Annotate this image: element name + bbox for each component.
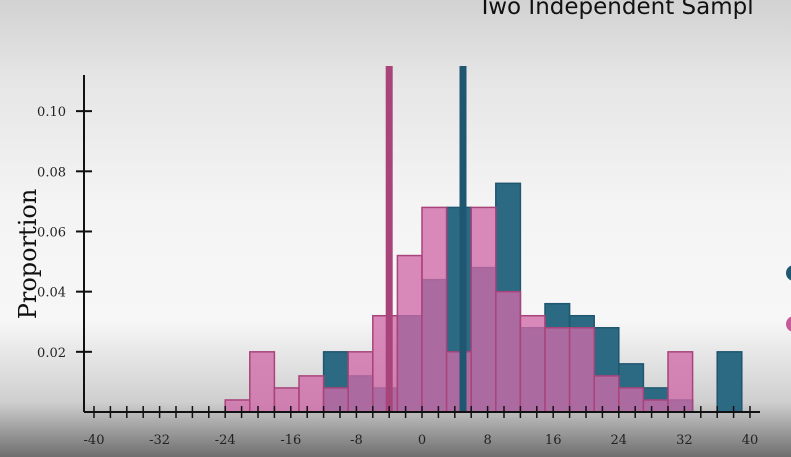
bar-1-5 <box>347 351 374 413</box>
bar-1-2 <box>273 387 300 413</box>
mean-line-0 <box>459 66 467 412</box>
y-tick-label-1: 0.04 <box>37 286 66 301</box>
legend-marker-pink <box>786 316 791 332</box>
y-tick-label-0: 0.02 <box>37 346 66 361</box>
x-tick-label-3: -16 <box>280 433 301 448</box>
y-tick-label-4: 0.10 <box>37 105 66 120</box>
x-tick-label-5: 0 <box>418 433 426 448</box>
bar-1-17 <box>642 399 669 413</box>
bar-1-14 <box>568 327 595 413</box>
bar-1-16 <box>618 387 645 413</box>
bar-1-4 <box>322 387 349 413</box>
chart-title: Two Independent Sampl <box>478 0 754 20</box>
legend-marker-teal <box>786 265 791 281</box>
bar-1-13 <box>544 327 571 413</box>
mean-lines <box>385 66 467 412</box>
bar-1-8 <box>421 206 448 413</box>
x-tick-label-7: 16 <box>545 433 562 448</box>
x-tick-label-9: 32 <box>676 433 693 448</box>
bar-1-12 <box>519 314 546 413</box>
x-tick-label-1: -32 <box>149 433 170 448</box>
bar-1-7 <box>396 254 423 413</box>
bar-1-9 <box>445 351 472 413</box>
x-tick-label-10: 40 <box>742 433 759 448</box>
bar-1-0 <box>224 399 251 413</box>
bar-0-15 <box>716 351 743 413</box>
x-tick-label-4: -8 <box>350 433 363 448</box>
bar-1-11 <box>495 290 522 413</box>
axes: -40 -32 -24 -16 -8 0 8 16 24 32 40 0.02 0.04 0.06 0.08… <box>37 75 760 448</box>
bar-1-1 <box>249 351 276 413</box>
bar-1-6 <box>372 314 399 413</box>
bar-1-15 <box>593 375 620 413</box>
x-tick-label-0: -40 <box>84 433 105 448</box>
bar-1-3 <box>298 375 325 413</box>
x-tick-label-2: -24 <box>215 433 236 448</box>
y-tick-label-2: 0.06 <box>37 225 66 240</box>
bar-1-18 <box>667 351 694 413</box>
y-tick-label-3: 0.08 <box>37 165 66 180</box>
mean-line-1 <box>385 66 393 412</box>
bar-1-10 <box>470 206 497 413</box>
pink-series-bars <box>224 206 694 413</box>
x-tick-label-8: 24 <box>611 433 628 448</box>
x-tick-label-6: 8 <box>483 433 491 448</box>
